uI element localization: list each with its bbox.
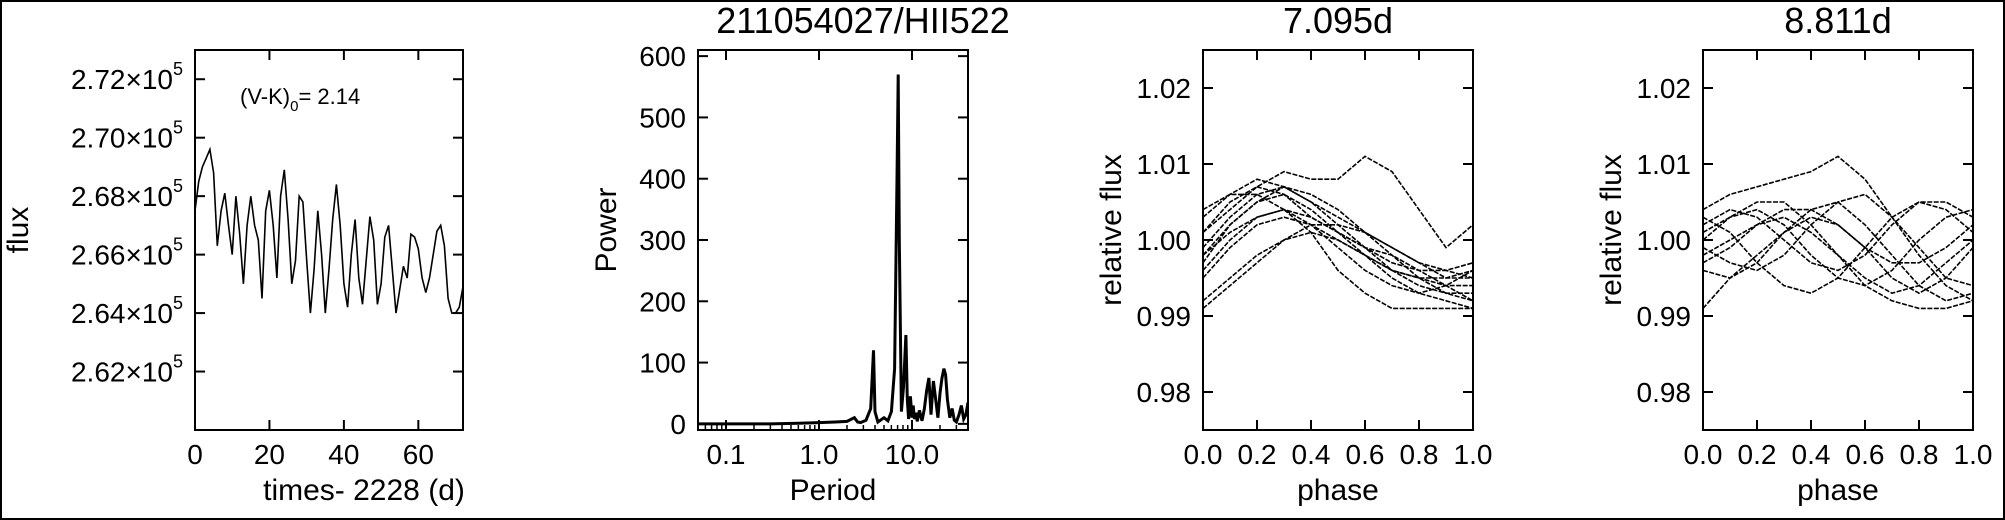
series-line-7 [1203, 216, 1473, 279]
series-line-3 [1203, 178, 1473, 279]
x-tick-label: 0.8 [1400, 439, 1439, 470]
x-tick-label: 1.0 [1454, 439, 1493, 470]
x-tick-label: 0.8 [1900, 439, 1939, 470]
series-line-8 [1703, 193, 1973, 287]
y-tick-label: 2.68×105 [71, 176, 183, 212]
x-tick-label: 0.4 [1792, 439, 1831, 470]
y-tick-label: 2.70×105 [71, 118, 183, 154]
series-line-12 [1203, 208, 1473, 310]
x-tick-label: 0.2 [1238, 439, 1277, 470]
y-tick-label: 200 [639, 286, 686, 317]
x-tick-label: 1.0 [800, 439, 839, 470]
chart-title: 211054027/HII522 [716, 0, 1010, 41]
x-tick-label: 0.6 [1846, 439, 1885, 470]
x-tick-label: 1.0 [1954, 439, 1993, 470]
series-line-1 [698, 74, 968, 426]
x-axis-label: Period [790, 474, 877, 507]
series-line-11 [1203, 155, 1473, 249]
x-tick-label: 0.0 [1184, 439, 1223, 470]
x-tick-label: 0.4 [1292, 439, 1331, 470]
y-tick-label: 0.99 [1137, 301, 1192, 332]
y-tick-label: 500 [639, 102, 686, 133]
color-index-annotation: (V-K)0= 2.14 [240, 84, 360, 115]
panel-3: 0.0 0.2 0.4 0.6 0.8 1.0 0.98 0.99 1.00 1.01 1.02 ph… [1095, 0, 1492, 507]
series-line-7 [1703, 201, 1973, 272]
series-line-8 [1203, 208, 1473, 272]
series-line-2 [1703, 216, 1973, 309]
series-line-1 [1703, 155, 1973, 302]
y-tick-label: 600 [639, 41, 686, 72]
series-line-6 [1203, 224, 1473, 310]
y-tick-label: 1.00 [1137, 225, 1192, 256]
x-tick-label: 0.1 [707, 439, 746, 470]
x-axis-label: phase [1797, 474, 1879, 507]
x-tick-label: 10.0 [885, 439, 940, 470]
x-tick-label: 40 [328, 439, 359, 470]
y-tick-label: 0 [670, 409, 686, 440]
y-tick-label: 2.72×105 [71, 59, 183, 95]
chart-title: 8.811d [1784, 0, 1891, 41]
x-axis-label: times- 2228 (d) [263, 474, 465, 507]
y-tick-label: 1.02 [1637, 73, 1692, 104]
y-tick-label: 300 [639, 225, 686, 256]
x-tick-label: 60 [403, 439, 434, 470]
series-line-10 [1203, 185, 1473, 302]
y-tick-label: 1.00 [1637, 225, 1692, 256]
y-tick-label: 400 [639, 164, 686, 195]
panel-2: 0.1 1.0 10.0 0 100 200 300 400 500 600 Period Power… [590, 0, 1010, 507]
y-axis-label: relative flux [1095, 154, 1128, 306]
x-tick-label: 20 [254, 439, 285, 470]
y-axis-label: Power [590, 187, 623, 272]
series-line-9 [1703, 201, 1973, 310]
x-tick-label: 0.2 [1738, 439, 1777, 470]
y-tick-label: 2.66×105 [71, 235, 183, 271]
y-tick-label: 100 [639, 348, 686, 379]
y-axis-label: relative flux [1595, 154, 1628, 306]
series-line-5 [1703, 201, 1973, 295]
y-tick-label: 1.01 [1137, 149, 1192, 180]
y-tick-label: 2.64×105 [71, 293, 183, 329]
x-axis-label: phase [1297, 474, 1379, 507]
y-tick-label: 0.98 [1137, 377, 1192, 408]
x-tick-label: 0.0 [1684, 439, 1723, 470]
x-tick-label: 0.6 [1346, 439, 1385, 470]
panel-4: 0.0 0.2 0.4 0.6 0.8 1.0 0.98 0.99 1.00 1.01 1.02 ph… [1595, 0, 1992, 507]
y-tick-label: 1.01 [1637, 149, 1692, 180]
y-tick-label: 2.62×105 [71, 352, 183, 388]
y-tick-label: 0.98 [1637, 377, 1692, 408]
y-tick-label: 1.02 [1137, 73, 1192, 104]
y-tick-label: 0.99 [1637, 301, 1692, 332]
panel-1: 0 20 40 60 2.62×105 2.64×105 2.66×105 2.68×105 2… [2, 49, 465, 507]
plot-frame [194, 49, 464, 431]
y-axis-label: flux [2, 207, 35, 254]
series-line-1 [195, 146, 463, 314]
chart-title: 7.095d [1283, 0, 1393, 41]
x-tick-label: 0 [187, 439, 203, 470]
series-line-10 [1703, 208, 1973, 264]
